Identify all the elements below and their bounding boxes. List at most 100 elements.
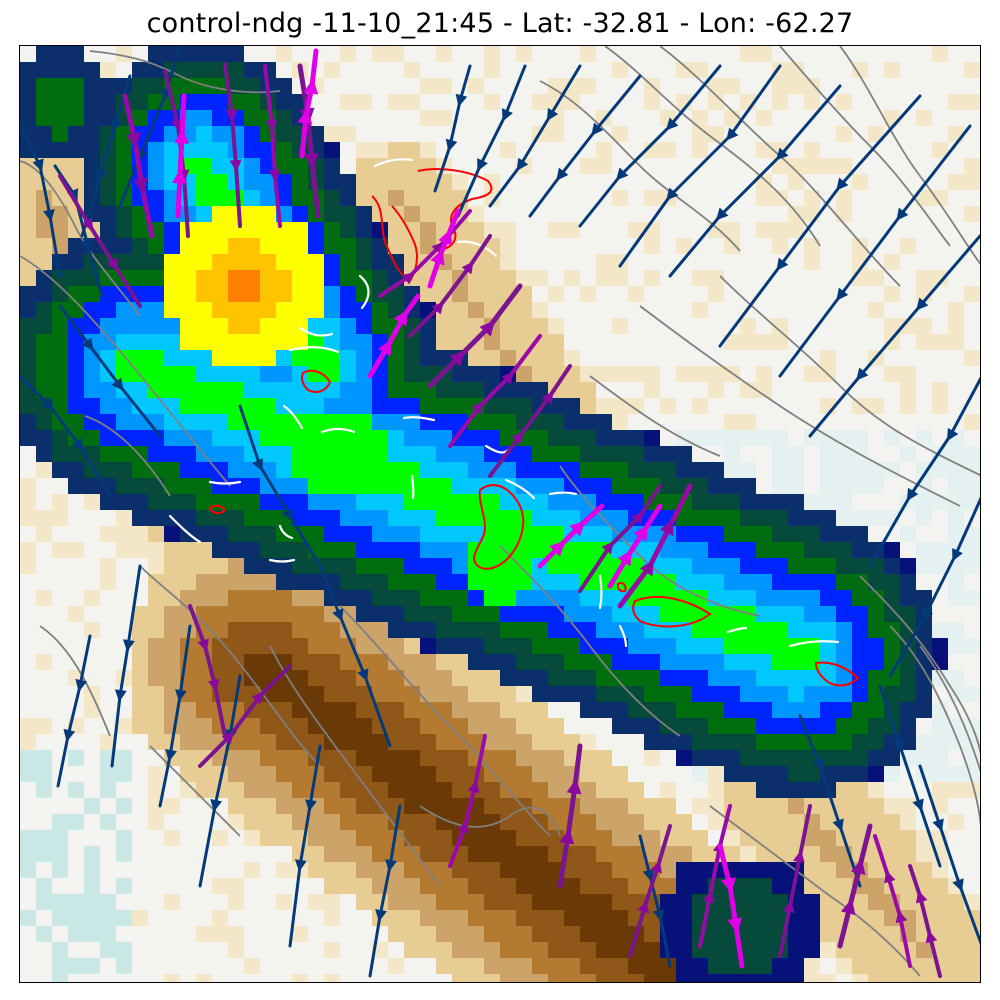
- precip-cell: [644, 670, 660, 686]
- precip-cell: [708, 654, 724, 670]
- precip-cell: [788, 942, 804, 958]
- field-cell: [340, 686, 356, 702]
- field-cell: [804, 846, 820, 862]
- precip-cell: [820, 702, 836, 718]
- field-cell: [132, 942, 148, 958]
- field-cell: [932, 94, 948, 110]
- precip-cell: [452, 574, 468, 590]
- field-cell: [788, 254, 804, 270]
- field-cell: [836, 78, 852, 94]
- precip-cell: [340, 526, 356, 542]
- field-cell: [692, 270, 708, 286]
- precip-cell: [388, 494, 404, 510]
- precip-cell: [276, 110, 292, 126]
- field-cell: [132, 862, 148, 878]
- precip-cell: [36, 366, 52, 382]
- precip-cell: [628, 430, 644, 446]
- field-cell: [468, 206, 484, 222]
- precip-cell: [820, 686, 836, 702]
- precip-cell: [404, 366, 420, 382]
- precip-cell: [388, 606, 404, 622]
- field-cell: [436, 958, 452, 974]
- field-cell: [388, 238, 404, 254]
- field-cell: [356, 910, 372, 926]
- precip-cell: [692, 622, 708, 638]
- precip-cell: [180, 318, 196, 334]
- field-cell: [820, 814, 836, 830]
- precip-cell: [548, 478, 564, 494]
- field-cell: [964, 318, 980, 334]
- field-cell: [356, 798, 372, 814]
- field-cell: [852, 814, 868, 830]
- precip-cell: [164, 302, 180, 318]
- field-cell: [132, 734, 148, 750]
- precip-cell: [356, 446, 372, 462]
- precip-cell: [212, 158, 228, 174]
- field-cell: [100, 654, 116, 670]
- field-cell: [964, 254, 980, 270]
- field-cell: [948, 366, 964, 382]
- precip-cell: [708, 622, 724, 638]
- precip-cell: [500, 414, 516, 430]
- streamline-purple: [778, 804, 812, 958]
- field-cell: [340, 926, 356, 942]
- precip-cell: [180, 462, 196, 478]
- precip-cell: [900, 702, 916, 718]
- field-cell: [388, 78, 404, 94]
- field-cell: [980, 846, 981, 862]
- precip-cell: [580, 414, 596, 430]
- field-cell: [868, 158, 884, 174]
- precip-cell: [692, 686, 708, 702]
- precip-cell: [292, 238, 308, 254]
- precip-cell: [484, 590, 500, 606]
- field-cell: [804, 398, 820, 414]
- precip-cell: [836, 542, 852, 558]
- field-cell: [836, 350, 852, 366]
- field-cell: [532, 926, 548, 942]
- precip-cell: [132, 510, 148, 526]
- field-cell: [100, 974, 116, 982]
- field-cell: [564, 734, 580, 750]
- precip-cell: [420, 558, 436, 574]
- field-cell: [564, 718, 580, 734]
- field-cell: [260, 590, 276, 606]
- field-cell: [420, 126, 436, 142]
- precip-cell: [356, 270, 372, 286]
- field-cell: [596, 910, 612, 926]
- field-cell: [756, 126, 772, 142]
- precip-cell: [68, 110, 84, 126]
- field-cell: [468, 78, 484, 94]
- field-cell: [788, 830, 804, 846]
- field-cell: [436, 78, 452, 94]
- precip-cell: [756, 558, 772, 574]
- precip-cell: [644, 606, 660, 622]
- precip-cell: [724, 734, 740, 750]
- precip-cell: [260, 366, 276, 382]
- field-cell: [548, 718, 564, 734]
- field-cell: [868, 926, 884, 942]
- precip-cell: [260, 526, 276, 542]
- field-cell: [900, 238, 916, 254]
- precip-cell: [532, 382, 548, 398]
- precip-cell: [196, 478, 212, 494]
- field-cell: [516, 334, 532, 350]
- precip-cell: [20, 78, 36, 94]
- precip-cell: [852, 622, 868, 638]
- precip-cell: [276, 414, 292, 430]
- field-cell: [356, 686, 372, 702]
- field-cell: [212, 830, 228, 846]
- precip-cell: [676, 558, 692, 574]
- precip-cell: [68, 478, 84, 494]
- field-cell: [308, 910, 324, 926]
- field-cell: [404, 846, 420, 862]
- field-cell: [884, 158, 900, 174]
- field-cell: [916, 398, 932, 414]
- field-cell: [724, 142, 740, 158]
- field-cell: [612, 398, 628, 414]
- precip-cell: [404, 350, 420, 366]
- field-cell: [644, 350, 660, 366]
- field-cell: [516, 846, 532, 862]
- precip-cell: [372, 302, 388, 318]
- field-cell: [404, 814, 420, 830]
- precip-cell: [356, 462, 372, 478]
